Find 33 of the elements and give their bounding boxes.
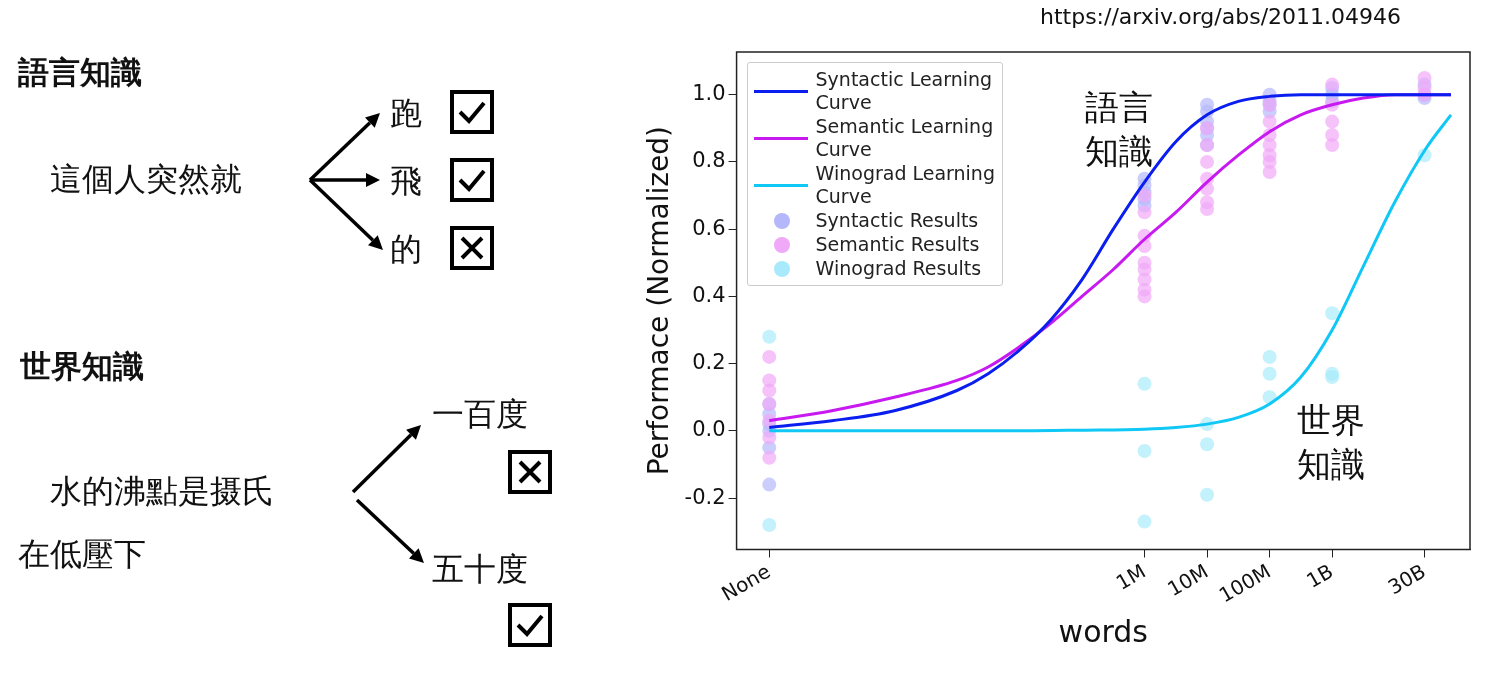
legend-label: Winograd Results	[815, 257, 983, 280]
text: 跑	[390, 93, 422, 134]
text: 的	[390, 229, 422, 270]
annotation: 語言知識	[1085, 86, 1154, 174]
x-tick-label: 1M	[1111, 558, 1150, 595]
y-tick-label: 0.2	[692, 350, 726, 375]
legend-label: Syntactic Results	[815, 209, 980, 232]
text: 一百度	[432, 394, 528, 435]
y-tick-label: 0.0	[692, 417, 726, 442]
x-tick-label: 1B	[1302, 558, 1338, 593]
x-tick-label: None	[717, 558, 775, 606]
text: 五十度	[432, 549, 528, 590]
text: 世界知識	[20, 347, 144, 386]
text: https://arxiv.org/abs/2011.04946	[1040, 4, 1402, 29]
y-tick-label: 1.0	[692, 81, 726, 106]
x-tick-label: 30B	[1383, 558, 1430, 600]
legend-label: Winograd Learning Curve	[815, 162, 996, 208]
text: 水的沸點是摄氏	[50, 471, 274, 512]
y-tick-label: 0.8	[692, 148, 726, 173]
legend-label: Syntactic Learning Curve	[815, 68, 994, 114]
x-tick-label: 10M	[1163, 558, 1213, 602]
annotation: 世界知識	[1297, 399, 1366, 487]
legend-label: Semantic Results	[815, 233, 981, 256]
y-tick-label: -0.2	[684, 484, 726, 509]
legend-label: Semantic Learning Curve	[815, 115, 995, 161]
y-tick-label: 0.6	[692, 215, 726, 240]
text: 語言知識	[18, 53, 142, 92]
y-tick-label: 0.4	[692, 282, 726, 307]
x-axis-title: words	[1058, 613, 1148, 649]
text: 在低壓下	[18, 534, 146, 575]
text: 飛	[390, 161, 422, 202]
text: 這個人突然就	[50, 159, 242, 200]
y-axis-title: Performace (Normalized)	[642, 126, 676, 476]
